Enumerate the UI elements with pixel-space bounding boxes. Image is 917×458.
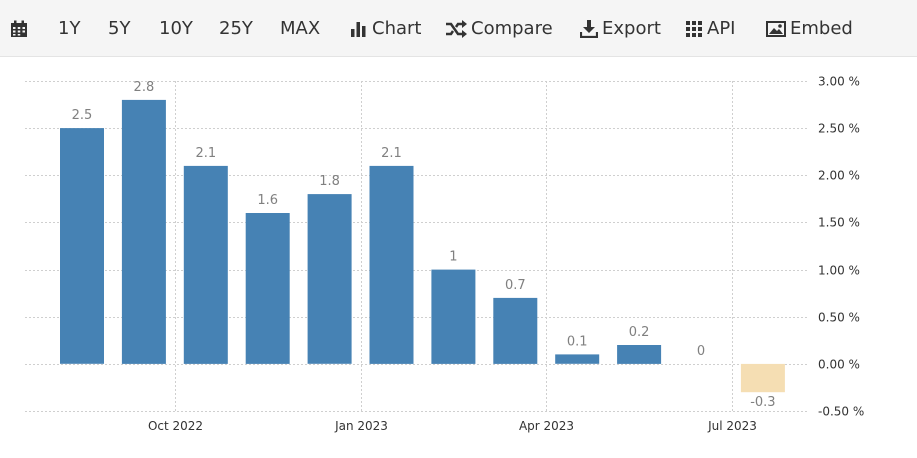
bar-value-label: -0.3	[750, 395, 775, 410]
download-icon	[580, 19, 598, 38]
x-tick-label: Apr 2023	[519, 419, 574, 433]
bar[interactable]	[369, 165, 414, 364]
bar-value-label: 0	[697, 344, 705, 359]
bar[interactable]	[493, 297, 538, 364]
bar-value-label: 2.1	[381, 146, 402, 161]
y-tick-label: 1.50 %	[818, 216, 860, 230]
chart-button[interactable]: Chart	[350, 0, 421, 57]
bar-value-label: 1.6	[257, 193, 278, 208]
range-10y-label: 10Y	[159, 18, 193, 39]
calendar-icon	[10, 20, 28, 38]
bar-value-label: 0.7	[505, 278, 526, 293]
y-tick-label: 0.50 %	[818, 311, 860, 325]
grid-lines	[25, 81, 808, 412]
chart-label: Chart	[372, 18, 422, 39]
y-tick-label: 0.00 %	[818, 358, 860, 372]
api-button[interactable]: API	[685, 0, 735, 57]
image-icon	[766, 20, 786, 38]
y-tick-label: 2.00 %	[818, 169, 860, 183]
chart-area: 2.5 2.8 2.1 1.6 1.8 2.1 1 0.7 0.1 0.2 0 -0.3 3.00 %…	[0, 57, 917, 458]
y-tick-label: -0.50 %	[818, 405, 864, 419]
y-tick-label: 3.00 %	[818, 75, 860, 89]
bar[interactable]	[307, 194, 352, 364]
bar[interactable]	[740, 363, 785, 393]
range-1y-label: 1Y	[58, 18, 81, 39]
x-tick-label: Jan 2023	[334, 419, 388, 433]
bar[interactable]	[183, 165, 228, 364]
compare-label: Compare	[471, 18, 553, 39]
range-25y-label: 25Y	[219, 18, 253, 39]
embed-label: Embed	[790, 18, 853, 39]
y-tick-label: 2.50 %	[818, 122, 860, 136]
bar-value-label: 1	[449, 250, 457, 265]
compare-button[interactable]: Compare	[445, 0, 553, 57]
bar-chart: 2.5 2.8 2.1 1.6 1.8 2.1 1 0.7 0.1 0.2 0 -0.3 3.00 %…	[25, 75, 864, 433]
bar-value-label: 2.8	[134, 80, 155, 95]
chart-toolbar: 1Y 5Y 10Y 25Y MAX Chart	[0, 0, 917, 57]
x-axis: Oct 2022 Jan 2023 Apr 2023 Jul 2023	[148, 419, 757, 433]
bar-value-label: 1.8	[319, 174, 340, 189]
x-tick-label: Jul 2023	[707, 419, 757, 433]
bar-chart-icon	[350, 20, 368, 38]
bar-value-label: 0.2	[629, 325, 650, 340]
range-10y-button[interactable]: 10Y	[159, 0, 193, 57]
bar[interactable]	[245, 213, 290, 364]
bar[interactable]	[617, 345, 662, 364]
bar-labels: 2.5 2.8 2.1 1.6 1.8 2.1 1 0.7 0.1 0.2 0 -0.3	[72, 80, 776, 410]
bar[interactable]	[121, 99, 166, 364]
bar[interactable]	[60, 128, 104, 364]
embed-button[interactable]: Embed	[766, 0, 853, 57]
bar-value-label: 2.5	[72, 108, 93, 123]
x-tick-label: Oct 2022	[148, 419, 203, 433]
bar-value-label: 0.1	[567, 334, 588, 349]
range-max-label: MAX	[280, 18, 321, 39]
y-tick-label: 1.00 %	[818, 264, 860, 278]
y-axis: 3.00 % 2.50 % 2.00 % 1.50 % 1.00 % 0.50 % 0.00…	[818, 75, 864, 419]
bar[interactable]	[431, 269, 476, 364]
export-button[interactable]: Export	[580, 0, 661, 57]
range-max-button[interactable]: MAX	[280, 0, 320, 57]
bar[interactable]	[555, 354, 600, 364]
calendar-button[interactable]	[10, 0, 28, 57]
bar-value-label: 2.1	[195, 146, 216, 161]
range-5y-button[interactable]: 5Y	[108, 0, 130, 57]
shuffle-icon	[445, 19, 467, 38]
range-5y-label: 5Y	[108, 18, 131, 39]
export-label: Export	[602, 18, 661, 39]
api-label: API	[707, 18, 736, 39]
range-1y-button[interactable]: 1Y	[58, 0, 80, 57]
grid-icon	[685, 20, 703, 38]
bars	[60, 99, 785, 393]
range-25y-button[interactable]: 25Y	[219, 0, 253, 57]
